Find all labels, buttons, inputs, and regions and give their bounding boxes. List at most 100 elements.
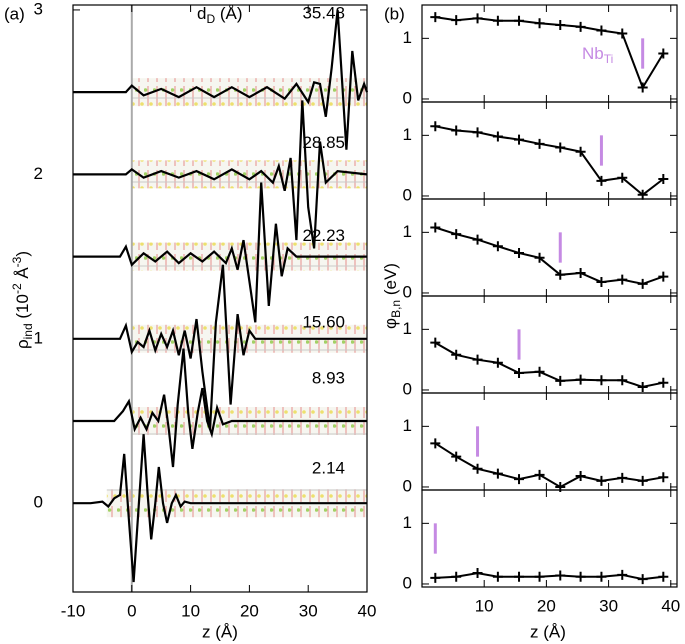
- subplot-frame: [421, 489, 678, 588]
- y-tick-label: 1: [403, 319, 412, 338]
- data-point: [658, 48, 669, 59]
- density-curve: [73, 9, 369, 150]
- data-point: [514, 474, 525, 485]
- data-point: [534, 138, 545, 149]
- y-tick-label: 1: [403, 125, 412, 144]
- y-tick-label: 1: [34, 328, 43, 347]
- y-label-part: ind: [21, 323, 35, 339]
- panel-label: (b): [384, 4, 405, 23]
- data-point: [555, 20, 566, 31]
- data-point: [430, 438, 441, 449]
- series-label: 35.48: [302, 4, 345, 23]
- data-point: [451, 571, 462, 582]
- data-point: [430, 572, 441, 583]
- data-point: [430, 121, 441, 132]
- x-tick-label: 10: [181, 601, 200, 620]
- data-point: [514, 247, 525, 258]
- series-label: 8.93: [312, 368, 345, 387]
- data-point: [575, 21, 586, 32]
- y-label-part: φ: [381, 318, 400, 329]
- data-point: [637, 574, 648, 585]
- subplot-frame: [421, 392, 678, 491]
- y-tick-label: 0: [403, 88, 412, 107]
- data-point: [617, 274, 628, 285]
- y-label-part: Å: [13, 267, 32, 284]
- x-tick-label: 20: [537, 596, 556, 615]
- data-point: [472, 568, 483, 579]
- series-label: 15.60: [302, 312, 345, 331]
- data-point: [596, 475, 607, 486]
- y-tick-label: 1: [403, 513, 412, 532]
- subplot-frame: [421, 101, 678, 200]
- data-point: [451, 125, 462, 136]
- data-point: [617, 472, 628, 483]
- data-point: [472, 463, 483, 474]
- y-axis-label: ρind (10-2 Å-3): [10, 251, 35, 349]
- y-label-part: -2: [10, 283, 24, 294]
- data-point: [596, 571, 607, 582]
- barrier-line: [434, 341, 664, 388]
- data-point: [451, 451, 462, 462]
- density-curve: [73, 100, 368, 249]
- data-point: [596, 375, 607, 386]
- data-point: [451, 349, 462, 360]
- label-header: dD (Å): [197, 4, 243, 26]
- data-point: [534, 252, 545, 263]
- data-point: [637, 278, 648, 289]
- x-tick-label: 40: [358, 601, 377, 620]
- data-point: [596, 175, 607, 186]
- data-point: [492, 241, 503, 252]
- data-point: [555, 570, 566, 581]
- subplot-frame: [421, 198, 678, 297]
- data-point: [514, 571, 525, 582]
- data-point: [430, 12, 441, 23]
- data-point: [658, 271, 669, 282]
- y-label-part: (10: [13, 294, 32, 323]
- data-point: [492, 357, 503, 368]
- data-point: [534, 18, 545, 29]
- header-part: d: [197, 4, 206, 23]
- data-point: [555, 375, 566, 386]
- y-tick-label: 1: [403, 416, 412, 435]
- data-point: [492, 15, 503, 26]
- data-point: [555, 269, 566, 280]
- data-point: [575, 146, 586, 157]
- data-point: [430, 222, 441, 233]
- data-point: [492, 468, 503, 479]
- density-curve: [73, 264, 367, 430]
- y-tick-label: 1: [403, 28, 412, 47]
- data-point: [451, 15, 462, 26]
- x-tick-label: -10: [61, 601, 86, 620]
- y-label-part: -3: [10, 256, 24, 267]
- y-tick-label: 0: [403, 379, 412, 398]
- y-tick-label: 0: [403, 185, 412, 204]
- data-point: [596, 25, 607, 36]
- data-point: [534, 571, 545, 582]
- marker-label-part: Ti: [604, 52, 614, 66]
- y-tick-label: 0: [403, 476, 412, 495]
- y-label-part: ): [13, 251, 32, 257]
- panel-label: (a): [4, 4, 25, 23]
- data-point: [637, 475, 648, 486]
- data-point: [534, 366, 545, 377]
- data-point: [617, 28, 628, 39]
- data-point: [575, 471, 586, 482]
- y-label-part: B,n: [389, 300, 403, 318]
- header-part: D: [206, 12, 215, 26]
- data-point: [658, 472, 669, 483]
- y-axis-label: φB,n (eV): [381, 263, 403, 329]
- series-label: 22.23: [302, 226, 345, 245]
- header-part: (Å): [215, 4, 242, 23]
- data-point: [637, 82, 648, 93]
- data-point: [430, 337, 441, 348]
- data-point: [555, 142, 566, 153]
- density-curve: [73, 348, 367, 468]
- data-point: [658, 173, 669, 184]
- y-label-part: ρ: [13, 339, 32, 349]
- data-point: [534, 469, 545, 480]
- y-tick-label: 0: [403, 573, 412, 592]
- y-tick-label: 1: [403, 222, 412, 241]
- data-point: [575, 374, 586, 385]
- barrier-line: [435, 125, 664, 197]
- data-point: [617, 375, 628, 386]
